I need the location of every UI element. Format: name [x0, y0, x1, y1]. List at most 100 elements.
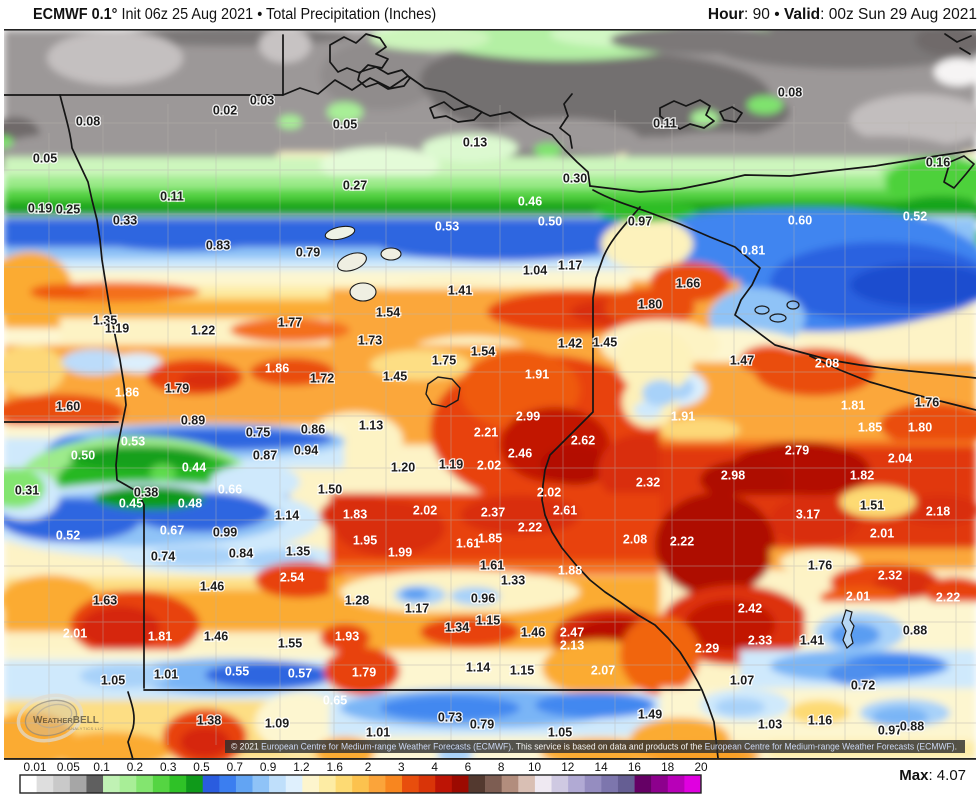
- svg-text:1.95: 1.95: [353, 534, 377, 548]
- svg-text:18: 18: [661, 760, 675, 774]
- svg-text:0.05: 0.05: [33, 152, 57, 166]
- svg-text:2.99: 2.99: [516, 410, 540, 424]
- svg-text:1.81: 1.81: [841, 399, 865, 413]
- svg-text:0.38: 0.38: [134, 486, 158, 500]
- svg-text:1.63: 1.63: [93, 594, 117, 608]
- svg-text:1.54: 1.54: [471, 345, 495, 359]
- svg-text:20: 20: [694, 760, 708, 774]
- svg-text:Max: 4.07: Max: 4.07: [899, 767, 966, 784]
- svg-text:1.14: 1.14: [466, 661, 490, 675]
- svg-text:0.83: 0.83: [206, 239, 230, 253]
- svg-text:2.22: 2.22: [518, 521, 542, 535]
- svg-text:1.33: 1.33: [501, 574, 525, 588]
- svg-text:0.31: 0.31: [15, 484, 39, 498]
- svg-text:1.13: 1.13: [359, 419, 383, 433]
- svg-text:1.76: 1.76: [915, 396, 939, 410]
- svg-text:0.86: 0.86: [301, 423, 325, 437]
- svg-text:0.53: 0.53: [435, 220, 459, 234]
- svg-text:1.03: 1.03: [758, 718, 782, 732]
- svg-text:0.52: 0.52: [56, 529, 80, 543]
- svg-text:0.72: 0.72: [851, 679, 875, 693]
- svg-text:1.80: 1.80: [908, 421, 932, 435]
- svg-text:WEATHERBELL: WEATHERBELL: [33, 715, 99, 726]
- svg-text:0.30: 0.30: [563, 172, 587, 186]
- svg-text:1.6: 1.6: [326, 760, 343, 774]
- svg-text:0.74: 0.74: [151, 550, 175, 564]
- svg-text:0.25: 0.25: [56, 203, 80, 217]
- svg-text:10: 10: [528, 760, 542, 774]
- svg-text:0.67: 0.67: [160, 524, 184, 538]
- svg-text:1.91: 1.91: [671, 410, 695, 424]
- svg-text:0.03: 0.03: [250, 94, 274, 108]
- svg-text:1.04: 1.04: [523, 264, 547, 278]
- svg-text:3.17: 3.17: [796, 508, 820, 522]
- svg-text:1.85: 1.85: [858, 421, 882, 435]
- svg-text:0.53: 0.53: [121, 435, 145, 449]
- svg-text:1.22: 1.22: [191, 324, 215, 338]
- svg-text:1.73: 1.73: [358, 334, 382, 348]
- svg-text:1.17: 1.17: [405, 602, 429, 616]
- svg-text:0.16: 0.16: [926, 156, 950, 170]
- svg-text:0.96: 0.96: [471, 592, 495, 606]
- svg-text:1.46: 1.46: [521, 626, 545, 640]
- svg-text:1.41: 1.41: [448, 284, 472, 298]
- svg-text:1.19: 1.19: [439, 458, 463, 472]
- svg-text:2.32: 2.32: [878, 569, 902, 583]
- svg-text:1.99: 1.99: [388, 546, 412, 560]
- svg-text:1.01: 1.01: [154, 668, 178, 682]
- svg-text:0.08: 0.08: [76, 115, 100, 129]
- svg-text:0.84: 0.84: [229, 547, 253, 561]
- svg-text:16: 16: [628, 760, 642, 774]
- svg-text:2.54: 2.54: [280, 571, 304, 585]
- svg-text:1.45: 1.45: [383, 370, 407, 384]
- svg-text:0.2: 0.2: [127, 760, 143, 774]
- svg-text:0.50: 0.50: [71, 449, 95, 463]
- svg-text:1.38: 1.38: [197, 714, 221, 728]
- svg-text:1.49: 1.49: [638, 708, 662, 722]
- svg-text:0.7: 0.7: [227, 760, 243, 774]
- svg-text:1.14: 1.14: [275, 509, 299, 523]
- svg-text:1.88: 1.88: [558, 564, 582, 578]
- svg-text:1.42: 1.42: [558, 337, 582, 351]
- svg-text:0.33: 0.33: [113, 214, 137, 228]
- svg-text:1.76: 1.76: [808, 559, 832, 573]
- svg-text:0.05: 0.05: [333, 118, 357, 132]
- svg-text:2.02: 2.02: [413, 504, 437, 518]
- svg-text:0.3: 0.3: [160, 760, 177, 774]
- svg-text:0.50: 0.50: [538, 215, 562, 229]
- svg-text:1.82: 1.82: [850, 469, 874, 483]
- svg-text:1.17: 1.17: [558, 259, 582, 273]
- svg-text:1.46: 1.46: [204, 630, 228, 644]
- svg-text:0.52: 0.52: [903, 210, 927, 224]
- svg-text:1.46: 1.46: [200, 580, 224, 594]
- svg-text:0.55: 0.55: [225, 665, 249, 679]
- svg-text:0.79: 0.79: [296, 246, 320, 260]
- svg-text:1.66: 1.66: [676, 277, 700, 291]
- svg-text:1.07: 1.07: [730, 674, 754, 688]
- svg-text:0.94: 0.94: [294, 444, 318, 458]
- svg-text:2.01: 2.01: [63, 627, 87, 641]
- svg-text:2: 2: [365, 760, 372, 774]
- svg-text:0.66: 0.66: [218, 483, 242, 497]
- svg-text:1.86: 1.86: [265, 362, 289, 376]
- svg-text:2.79: 2.79: [785, 444, 809, 458]
- svg-text:1.80: 1.80: [638, 298, 662, 312]
- svg-text:0.99: 0.99: [213, 526, 237, 540]
- svg-text:0.5: 0.5: [193, 760, 210, 774]
- svg-text:0.48: 0.48: [178, 497, 202, 511]
- svg-text:3: 3: [398, 760, 405, 774]
- svg-text:2.01: 2.01: [870, 527, 894, 541]
- svg-text:1.91: 1.91: [525, 368, 549, 382]
- svg-text:0.9: 0.9: [260, 760, 276, 774]
- svg-text:2.01: 2.01: [846, 590, 870, 604]
- svg-text:1.83: 1.83: [343, 508, 367, 522]
- svg-text:0.27: 0.27: [343, 179, 367, 193]
- svg-text:2.29: 2.29: [695, 642, 719, 656]
- svg-text:0.88: 0.88: [900, 720, 924, 734]
- svg-text:2.13: 2.13: [560, 639, 584, 653]
- svg-text:6: 6: [465, 760, 472, 774]
- svg-text:1.45: 1.45: [593, 336, 617, 350]
- svg-text:2.21: 2.21: [474, 426, 498, 440]
- svg-text:2.02: 2.02: [477, 459, 501, 473]
- svg-text:1.35: 1.35: [286, 545, 310, 559]
